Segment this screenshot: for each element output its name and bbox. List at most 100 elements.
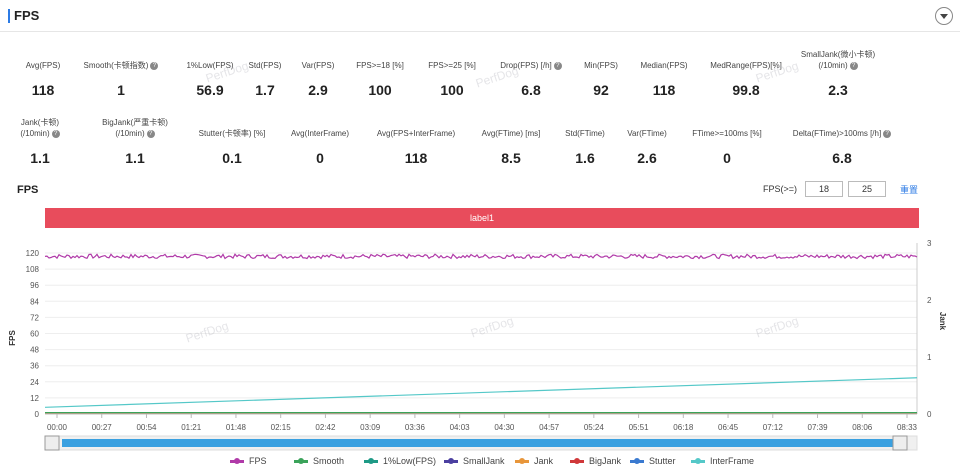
stat-stats_row1-11: SmallJank(微小卡顿) (/10min)? 2.3 xyxy=(778,49,898,98)
x-tick-label: 02:42 xyxy=(315,423,336,432)
legend-item[interactable]: Smooth xyxy=(294,456,344,466)
stat-label: MedRange(FPS)[%] xyxy=(710,61,782,70)
watermark: PerfDog xyxy=(468,313,516,341)
section-title: FPS xyxy=(14,8,40,23)
stat-label: Var(FPS) xyxy=(301,61,335,70)
watermark: PerfDog xyxy=(183,318,231,346)
stat-stats_row2-2: Stutter(卡顿率) [%] 0.1 xyxy=(172,128,292,166)
stat-value: 1.1 xyxy=(125,150,145,166)
stat-stats_row2-3: Avg(InterFrame) 0 xyxy=(260,128,380,166)
zoom-range-bar xyxy=(62,439,894,447)
help-icon[interactable]: ? xyxy=(553,61,562,70)
label-band[interactable]: label1 xyxy=(45,208,919,228)
x-tick-label: 06:18 xyxy=(673,423,694,432)
stat-value: 0 xyxy=(723,150,731,166)
stat-label: Avg(FPS) xyxy=(25,61,61,70)
stat-stats_row2-5: Avg(FTime) [ms] 8.5 xyxy=(451,128,571,166)
legend-label: Stutter xyxy=(649,456,676,466)
fps-threshold-input-2[interactable]: 25 xyxy=(848,181,886,197)
y2-tick-label: 0 xyxy=(927,410,932,419)
legend-swatch xyxy=(630,458,644,465)
legend-swatch xyxy=(570,458,584,465)
stat-stats_row2-6: Std(FTime) 1.6 xyxy=(525,128,645,166)
stat-label: 1%Low(FPS) xyxy=(186,61,234,70)
stat-value: 56.9 xyxy=(196,82,224,98)
y-tick-label: 108 xyxy=(26,265,40,274)
y2-tick-label: 2 xyxy=(927,296,932,305)
legend-swatch xyxy=(230,458,244,465)
help-icon[interactable]: ? xyxy=(51,129,60,138)
x-tick-label: 04:30 xyxy=(494,423,515,432)
x-tick-label: 00:27 xyxy=(92,423,113,432)
x-tick-label: 06:45 xyxy=(718,423,739,432)
legend-swatch xyxy=(515,458,529,465)
legend-label: BigJank xyxy=(589,456,622,466)
legend-item[interactable]: Jank xyxy=(515,456,553,466)
help-icon[interactable]: ? xyxy=(146,129,155,138)
reset-button[interactable]: 重置 xyxy=(900,185,919,195)
x-tick-label: 05:51 xyxy=(629,423,650,432)
collapse-icon[interactable] xyxy=(935,7,953,25)
stat-label: Median(FPS) xyxy=(640,61,688,70)
stat-stats_row1-3: Std(FPS) 1.7 xyxy=(205,60,325,98)
stat-label-unit: (/10min)? xyxy=(75,128,195,139)
x-tick-label: 08:33 xyxy=(897,423,918,432)
y-tick-label: 60 xyxy=(30,330,39,339)
stat-stats_row1-5: FPS>=18 [%] 100 xyxy=(320,60,440,98)
x-tick-label: 03:09 xyxy=(360,423,381,432)
stat-label: Delta(FTime)>100ms [/h]? xyxy=(782,128,902,139)
legend-item[interactable]: SmallJank xyxy=(444,456,505,466)
y-tick-label: 96 xyxy=(30,281,39,290)
y-tick-label: 72 xyxy=(30,313,39,322)
legend-item[interactable]: Stutter xyxy=(630,456,676,466)
legend-item[interactable]: FPS xyxy=(230,456,267,466)
zoom-handle-left xyxy=(44,435,60,451)
x-tick-label: 08:06 xyxy=(852,423,873,432)
y2-axis-label: Jank xyxy=(938,312,947,331)
y-tick-label: 84 xyxy=(30,297,39,306)
y-tick-label: 36 xyxy=(30,362,39,371)
stat-stats_row2-7: Var(FTime) 2.6 xyxy=(587,128,707,166)
y-tick-label: 24 xyxy=(30,378,39,387)
stat-stats_row1-4: Var(FPS) 2.9 xyxy=(258,60,378,98)
stat-label: Avg(FPS+InterFrame) xyxy=(376,129,456,138)
stat-stats_row1-9: Median(FPS) 118 xyxy=(604,60,724,98)
stat-value: 1.6 xyxy=(575,150,595,166)
section-header: FPS xyxy=(0,0,960,32)
stat-label: Jank(卡顿) xyxy=(20,118,60,127)
legend-item[interactable]: 1%Low(FPS) xyxy=(364,456,436,466)
y2-tick-label: 1 xyxy=(927,353,932,362)
stat-value: 100 xyxy=(440,82,464,98)
stat-value: 1 xyxy=(117,82,125,98)
stat-value: 2.3 xyxy=(828,82,848,98)
header-accent-bar xyxy=(8,9,10,23)
y-tick-label: 0 xyxy=(35,410,40,419)
legend-item[interactable]: InterFrame xyxy=(691,456,754,466)
x-tick-label: 00:00 xyxy=(47,423,68,432)
stat-value: 1.7 xyxy=(255,82,275,98)
stat-label: BigJank(严重卡顿) xyxy=(102,118,168,127)
stat-label: FTime>=100ms [%] xyxy=(692,129,762,138)
stat-label: Drop(FPS) [/h]? xyxy=(471,60,591,71)
help-icon[interactable]: ? xyxy=(849,61,858,70)
legend-swatch xyxy=(364,458,378,465)
x-tick-label: 04:57 xyxy=(539,423,560,432)
stat-label: Std(FTime) xyxy=(565,129,605,138)
y-tick-label: 120 xyxy=(26,249,40,258)
x-tick-label: 01:21 xyxy=(181,423,202,432)
stat-stats_row1-8: Min(FPS) 92 xyxy=(541,60,661,98)
legend-label: 1%Low(FPS) xyxy=(383,456,437,466)
stat-label: Avg(InterFrame) xyxy=(290,129,350,138)
fps-threshold-input-1[interactable]: 18 xyxy=(805,181,843,197)
legend-item[interactable]: BigJank xyxy=(570,456,621,466)
stat-label: SmallJank(微小卡顿) xyxy=(800,50,876,59)
legend-label: Smooth xyxy=(313,456,345,466)
help-icon[interactable]: ? xyxy=(150,61,159,70)
y-tick-label: 12 xyxy=(30,394,39,403)
x-tick-label: 05:24 xyxy=(584,423,605,432)
stat-label: Stutter(卡顿率) [%] xyxy=(198,129,266,138)
x-tick-label: 02:15 xyxy=(271,423,292,432)
help-icon[interactable]: ? xyxy=(883,129,892,138)
stat-value: 2.9 xyxy=(308,82,328,98)
x-tick-label: 01:48 xyxy=(226,423,247,432)
